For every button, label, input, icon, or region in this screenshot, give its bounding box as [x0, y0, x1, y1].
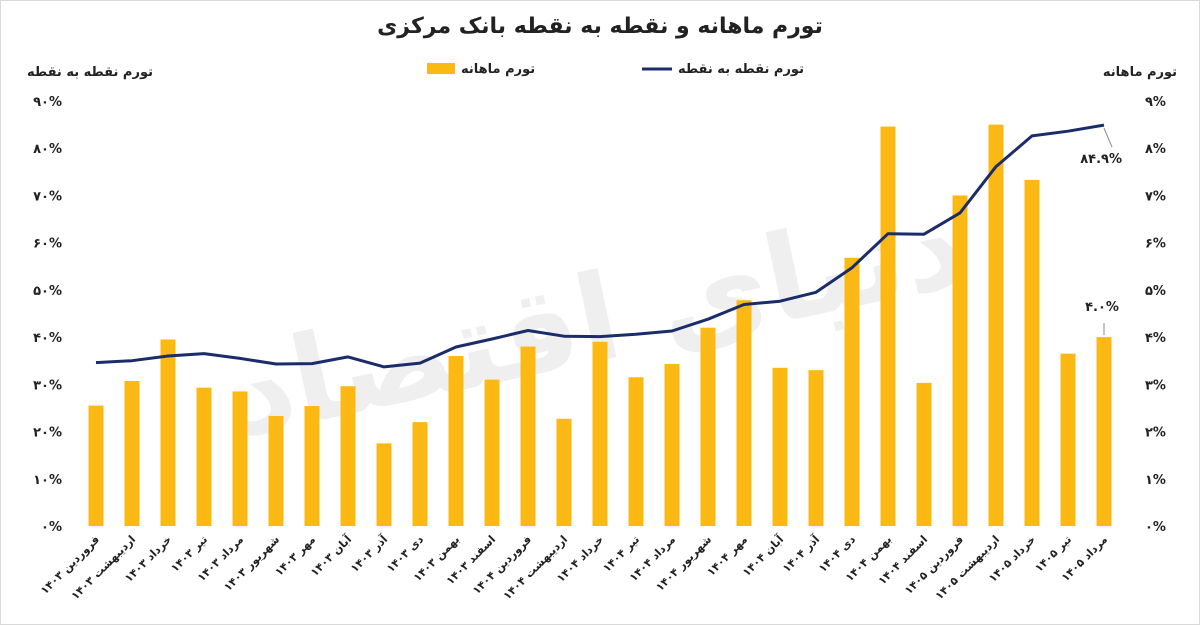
bar — [916, 382, 932, 526]
bar — [304, 406, 320, 526]
legend: تورم ماهانه تورم نقطه به نقطه — [427, 62, 804, 77]
legend-bar-swatch — [427, 63, 455, 74]
right-tick-label: ۶% — [1145, 237, 1166, 252]
left-tick-label: ۶۰% — [33, 237, 62, 252]
bar — [160, 339, 176, 526]
bar-last-value-label: ۴.۰% — [1085, 300, 1119, 315]
data-labels: ۸۴.۹% ۴.۰% — [1080, 127, 1122, 336]
bar — [1096, 337, 1112, 526]
bar — [700, 327, 716, 526]
bar-series — [88, 124, 1112, 526]
left-tick-label: ۰% — [41, 520, 62, 535]
line-last-value-label: ۸۴.۹% — [1080, 152, 1122, 167]
right-tick-label: ۹% — [1145, 95, 1166, 110]
category-label: آذر ۱۴۰۴ — [779, 532, 822, 575]
bar — [268, 415, 284, 526]
right-axis-ticks: ۰% ۱% ۲% ۳% ۴% ۵% ۶% ۷% ۸% ۹% — [1145, 95, 1166, 535]
category-label: اردیبهشت ۱۴۰۳ — [69, 533, 138, 602]
right-tick-label: ۵% — [1145, 284, 1166, 299]
right-tick-label: ۸% — [1145, 142, 1166, 157]
left-tick-label: ۱۰% — [33, 473, 62, 488]
line-series — [95, 123, 1105, 369]
category-label: اردیبهشت ۱۴۰۵ — [933, 533, 1002, 602]
left-tick-label: ۴۰% — [33, 331, 62, 346]
left-axis-ticks: ۰% ۱۰% ۲۰% ۳۰% ۴۰% ۵۰% ۶۰% ۷۰% ۸۰% ۹۰% — [33, 95, 62, 535]
bar — [520, 346, 536, 526]
bar — [952, 195, 968, 526]
bar — [628, 377, 644, 526]
right-tick-label: ۷% — [1145, 189, 1166, 204]
right-tick-label: ۳% — [1145, 378, 1166, 393]
legend-bar-label: تورم ماهانه — [461, 62, 535, 77]
bar — [1024, 179, 1040, 526]
left-tick-label: ۸۰% — [33, 142, 62, 157]
bar — [412, 422, 428, 526]
bar — [988, 124, 1004, 526]
right-tick-label: ۱% — [1145, 473, 1166, 488]
bar — [448, 356, 464, 526]
bar — [592, 341, 608, 526]
bar — [808, 370, 824, 526]
right-tick-label: ۰% — [1145, 520, 1166, 535]
legend-line-label: تورم نقطه به نقطه — [678, 62, 804, 77]
line-path — [95, 123, 1105, 369]
line-label-leader — [1103, 127, 1113, 148]
bar — [124, 381, 140, 526]
left-axis-title: تورم نقطه به نقطه — [27, 65, 153, 80]
right-axis-title: تورم ماهانه — [1103, 65, 1177, 80]
bar — [232, 391, 248, 526]
left-tick-label: ۵۰% — [33, 284, 62, 299]
bar — [88, 405, 104, 526]
bar — [1060, 353, 1076, 526]
bar — [340, 386, 356, 526]
bar — [556, 418, 572, 526]
bar — [736, 300, 752, 526]
category-label: آذر ۱۴۰۳ — [347, 532, 390, 575]
bar — [664, 364, 680, 526]
bar — [484, 379, 500, 526]
bar — [376, 443, 392, 526]
right-tick-label: ۴% — [1145, 331, 1166, 346]
bar — [196, 387, 212, 526]
left-tick-label: ۷۰% — [33, 189, 62, 204]
left-tick-label: ۹۰% — [33, 95, 62, 110]
left-tick-label: ۲۰% — [33, 426, 62, 441]
bar — [880, 126, 896, 526]
bar — [844, 257, 860, 526]
left-tick-label: ۳۰% — [33, 378, 62, 393]
category-label: اردیبهشت ۱۴۰۴ — [501, 533, 570, 602]
bar — [772, 367, 788, 526]
right-tick-label: ۲% — [1145, 426, 1166, 441]
chart-title: تورم ماهانه و نقطه به نقطه بانک مرکزی — [377, 14, 823, 39]
